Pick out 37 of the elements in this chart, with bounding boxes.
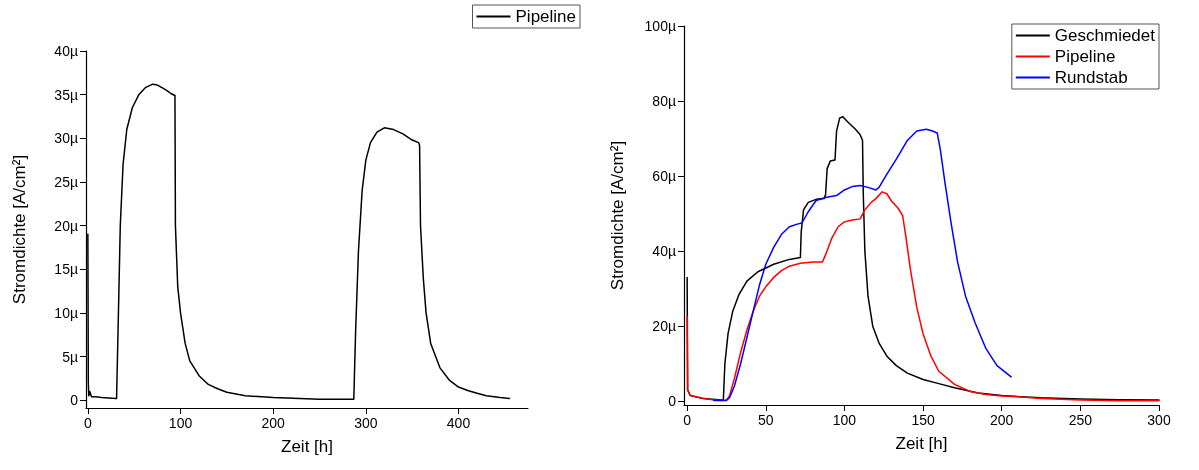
y-tick-label: 35µ (54, 86, 78, 103)
x-tick-label: 50 (758, 412, 774, 428)
x-tick-label: 300 (354, 415, 378, 431)
y-tick-label: 10µ (54, 304, 78, 321)
y-tick-label: 30µ (54, 130, 78, 147)
y-axis-title: Stromdichte [A/cm²] (10, 154, 29, 305)
y-tick-label: 5µ (62, 348, 78, 365)
line-series (713, 128, 1012, 402)
x-tick-label: 0 (83, 415, 92, 431)
y-tick-label: 0 (70, 392, 79, 409)
y-tick-label: 80µ (652, 93, 676, 110)
x-tick-label: 100 (168, 415, 193, 431)
y-tick-label: 100µ (644, 18, 676, 34)
line-series (686, 191, 1160, 402)
y-tick-label: 15µ (54, 261, 78, 278)
x-tick-label: 0 (683, 412, 692, 428)
legend-label: Pipeline (1054, 47, 1116, 66)
x-tick-label: 200 (261, 415, 286, 431)
x-tick-label: 200 (990, 412, 1014, 428)
legend-label: Geschmiedet (1054, 26, 1156, 45)
y-tick-label: 0 (668, 393, 677, 410)
y-axis-title: Stromdichte [A/cm²] (608, 140, 627, 291)
y-tick-label: 40µ (652, 243, 676, 260)
y-tick-label: 20µ (54, 217, 78, 234)
x-tick-label: 150 (911, 412, 935, 428)
legend-label: Pipeline (515, 7, 577, 26)
x-tick-label: 250 (1068, 412, 1093, 428)
legend-label: Rundstab (1054, 68, 1128, 87)
y-tick-label: 40µ (54, 43, 78, 59)
x-axis-title: Zeit [h] (895, 434, 948, 453)
x-tick-label: 400 (446, 415, 471, 431)
x-axis-title: Zeit [h] (281, 437, 333, 456)
y-tick-label: 20µ (652, 318, 676, 335)
x-tick-label: 300 (1147, 412, 1171, 428)
x-tick-label: 100 (832, 412, 857, 428)
y-tick-label: 25µ (54, 173, 78, 190)
y-tick-label: 60µ (652, 168, 676, 185)
